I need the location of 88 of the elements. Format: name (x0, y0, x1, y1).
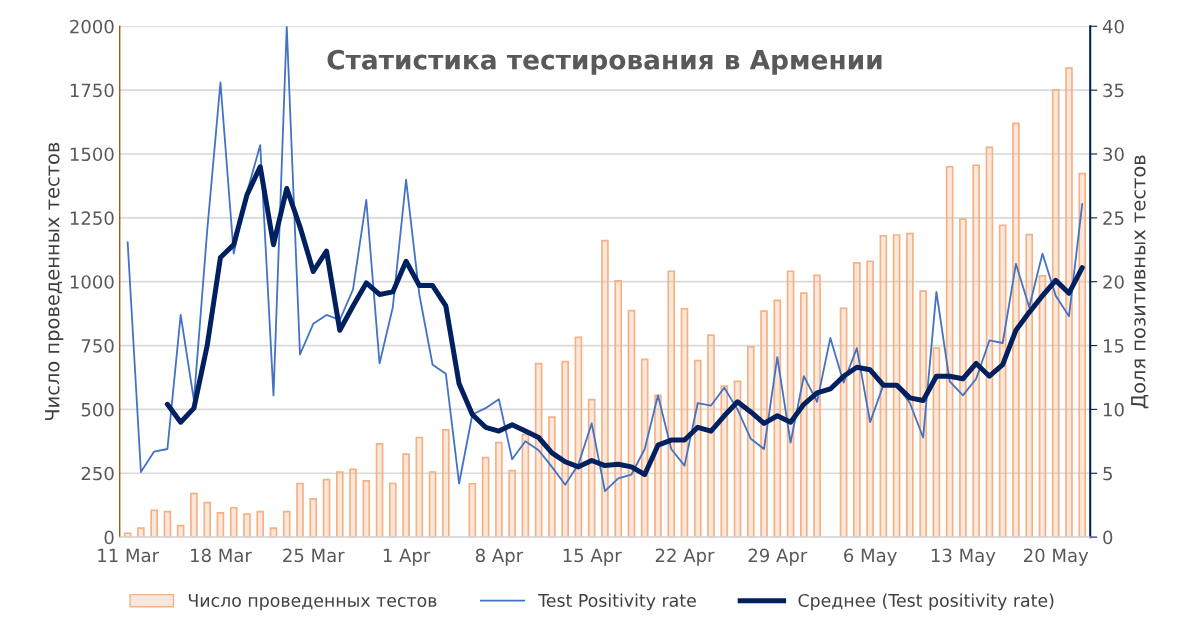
y2-axis-title: Доля позитивных тестов (1131, 155, 1149, 409)
x-tick-label: 20 May (1024, 548, 1089, 566)
bar (667, 270, 676, 538)
y-tick-label: 500 (81, 402, 114, 417)
bar (150, 509, 158, 538)
y2-tick-label: 15 (1103, 339, 1124, 353)
bar (548, 416, 556, 538)
legend-label: Test Positivity rate (538, 593, 696, 611)
bar (1078, 172, 1087, 538)
bar (137, 527, 145, 538)
bar (256, 510, 265, 538)
x-tick-label: 1 Apr (383, 548, 431, 566)
bar (468, 482, 477, 538)
bar (335, 471, 344, 538)
bar (866, 260, 874, 538)
bar (1051, 89, 1060, 538)
y-axis-title: Число проведенных тестов (45, 142, 64, 421)
bar (402, 453, 410, 538)
bar (972, 164, 980, 538)
bar (309, 497, 318, 538)
y2-tick-label: 5 (1103, 466, 1112, 481)
bar (190, 492, 198, 538)
line-series (126, 26, 1084, 493)
bar (959, 218, 967, 538)
text: Статистика тестирования в Армении (327, 49, 882, 75)
bar (614, 280, 623, 538)
bar (561, 360, 569, 538)
bar (415, 436, 424, 538)
bar (746, 345, 755, 538)
bar (296, 482, 304, 538)
bar (813, 274, 821, 538)
bar (773, 299, 782, 538)
bar (919, 290, 927, 538)
bar (322, 478, 331, 538)
bar (388, 482, 397, 538)
bar (800, 292, 808, 538)
bar (349, 468, 357, 538)
bar (640, 358, 649, 538)
y2-tick-label: 20 (1103, 275, 1124, 289)
y2-tick-label: 25 (1103, 211, 1124, 225)
bar (587, 398, 596, 538)
bar (906, 232, 914, 538)
bar (1065, 67, 1073, 538)
bar (693, 359, 702, 538)
legend-label: Среднее (Test positivity rate) (798, 593, 1054, 611)
bar (203, 501, 212, 538)
y2-tick-label: 0 (1103, 530, 1113, 545)
y-tick-label: 1500 (70, 147, 114, 162)
legend-label: Число проведенных тестов (188, 594, 437, 611)
bar (495, 441, 503, 538)
bar (707, 334, 715, 538)
bar (229, 506, 238, 538)
bar (243, 513, 251, 538)
x-tick-label: 6 May (844, 548, 897, 566)
bar (481, 456, 490, 538)
bar (1012, 122, 1020, 538)
x-tick-label: 29 Apr (748, 548, 808, 566)
bar (375, 443, 384, 538)
y-tick-label: 2000 (70, 19, 114, 34)
bar (760, 310, 768, 538)
y-tick-label: 0 (104, 530, 114, 545)
y2-tick-label: 35 (1103, 83, 1124, 98)
bar (892, 234, 901, 538)
x-tick-label: 18 Mar (191, 548, 252, 563)
bar (853, 261, 861, 538)
y-tick-label: 1000 (70, 275, 114, 289)
bar (720, 385, 729, 538)
x-tick-label: 22 Apr (655, 548, 715, 566)
bar (998, 224, 1007, 538)
y-tick-label: 250 (81, 466, 114, 481)
bar (428, 471, 437, 538)
bar (282, 510, 291, 538)
x-tick-label: 8 Apr (475, 548, 524, 566)
bar (1025, 233, 1034, 538)
bar (601, 239, 609, 538)
x-tick-label: 15 Apr (563, 548, 622, 566)
y-tick-label: 1750 (70, 83, 114, 98)
bar (362, 480, 371, 538)
y-tick-label: 1250 (70, 211, 114, 225)
y2-tick-label: 40 (1102, 19, 1124, 34)
x-tick-label: 11 Mar (98, 548, 160, 563)
x-tick-label: 25 Mar (283, 548, 345, 563)
y2-tick-label: 30 (1103, 147, 1124, 162)
x-tick-label: 13 May (931, 548, 996, 566)
y2-tick-label: 10 (1103, 402, 1124, 417)
bar (442, 429, 450, 538)
bar (508, 469, 516, 538)
y-tick-label: 750 (81, 339, 114, 353)
